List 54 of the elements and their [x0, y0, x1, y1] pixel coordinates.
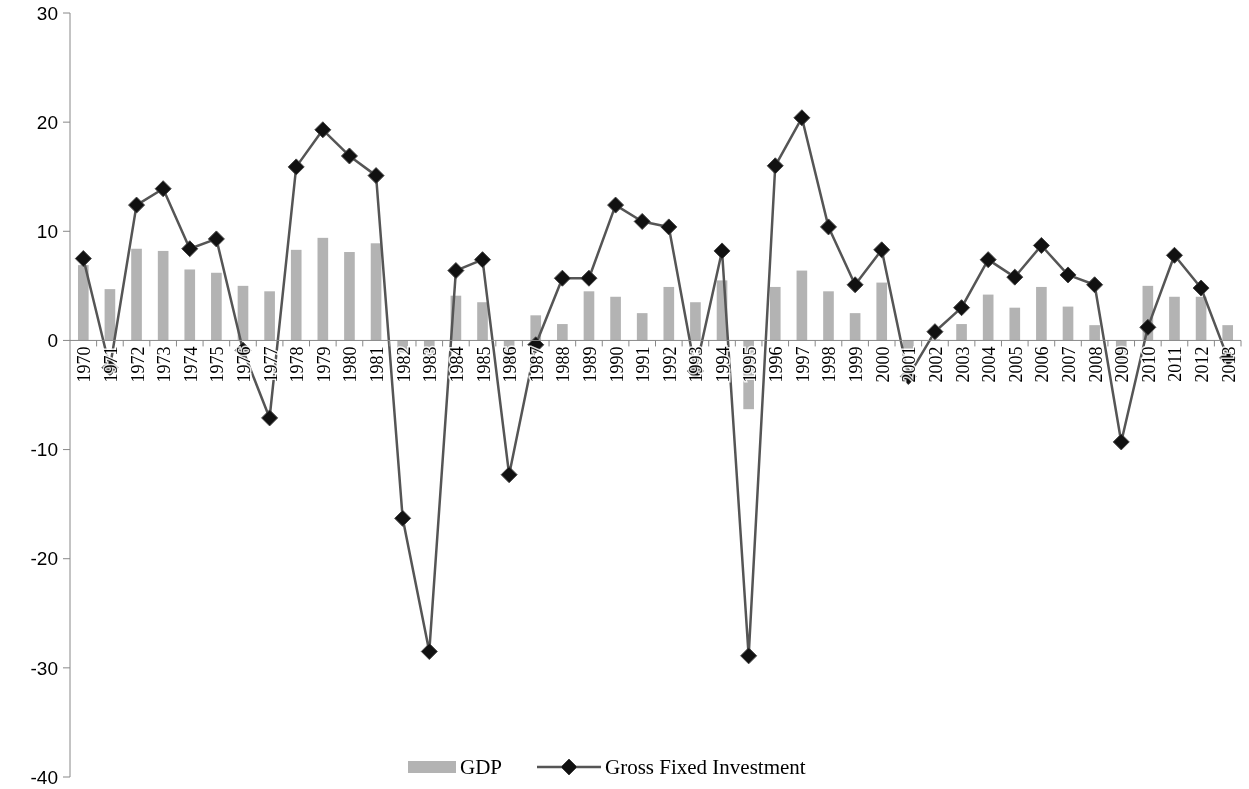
x-tick-label: 2013 — [1218, 346, 1239, 383]
y-tick-label: 10 — [36, 220, 58, 242]
legend-label: GDP — [460, 755, 503, 779]
x-tick-label: 1982 — [393, 346, 414, 383]
x-tick-label: 1994 — [713, 346, 734, 383]
x-tick-label: 1989 — [579, 346, 600, 383]
x-tick-label: 2000 — [872, 346, 893, 383]
legend-label: Gross Fixed Investment — [605, 755, 806, 779]
y-tick-label: 0 — [47, 330, 58, 352]
x-tick-label: 1979 — [313, 346, 334, 383]
x-tick-label: 1985 — [473, 346, 494, 383]
x-tick-label: 2009 — [1112, 346, 1133, 383]
x-tick-label: 1973 — [154, 346, 175, 383]
x-tick-label: 2008 — [1085, 346, 1106, 383]
x-tick-label: 1988 — [553, 346, 574, 383]
x-tick-label: 1993 — [686, 346, 707, 383]
x-tick-label: 1984 — [446, 346, 467, 383]
x-tick-label: 2006 — [1032, 346, 1053, 383]
x-tick-label: 1970 — [74, 346, 95, 383]
x-tick-label: 1992 — [659, 346, 680, 383]
y-tick-label: -40 — [30, 766, 58, 788]
x-tick-label: 2002 — [925, 346, 946, 383]
x-tick-label: 1997 — [792, 346, 813, 383]
x-tick-label: 1971 — [100, 346, 121, 383]
x-tick-label: 1991 — [633, 346, 654, 383]
x-tick-label: 2012 — [1192, 346, 1213, 383]
x-tick-label: 2010 — [1138, 346, 1159, 383]
x-tick-label: 1975 — [207, 346, 228, 383]
y-tick-label: 30 — [36, 2, 58, 24]
x-tick-label: 1986 — [500, 346, 521, 383]
x-tick-label: 2001 — [899, 346, 920, 383]
y-tick-label: -30 — [30, 657, 58, 679]
y-tick-label: -20 — [30, 548, 58, 570]
x-tick-label: 1974 — [180, 346, 201, 383]
x-tick-label: 2011 — [1165, 346, 1186, 382]
x-tick-label: 1995 — [739, 346, 760, 383]
x-tick-label: 1996 — [766, 346, 787, 383]
x-tick-label: 1987 — [526, 346, 547, 383]
x-tick-label: 1981 — [367, 346, 388, 383]
x-tick-label: 2005 — [1005, 346, 1026, 383]
x-tick-label: 2004 — [979, 346, 1000, 383]
x-tick-label: 1978 — [287, 346, 308, 383]
x-tick-label: 2007 — [1059, 346, 1080, 383]
y-tick-label: 20 — [36, 111, 58, 133]
x-tick-label: 1999 — [846, 346, 867, 383]
x-tick-label: 1983 — [420, 346, 441, 383]
x-tick-label: 1972 — [127, 346, 148, 383]
x-tick-label: 1998 — [819, 346, 840, 383]
x-tick-label: 1990 — [606, 346, 627, 383]
y-tick-label: -10 — [30, 439, 58, 461]
x-tick-label: 1976 — [233, 346, 254, 383]
x-tick-label: 2003 — [952, 346, 973, 383]
x-tick-label: 1980 — [340, 346, 361, 383]
x-tick-label: 1977 — [260, 346, 281, 383]
